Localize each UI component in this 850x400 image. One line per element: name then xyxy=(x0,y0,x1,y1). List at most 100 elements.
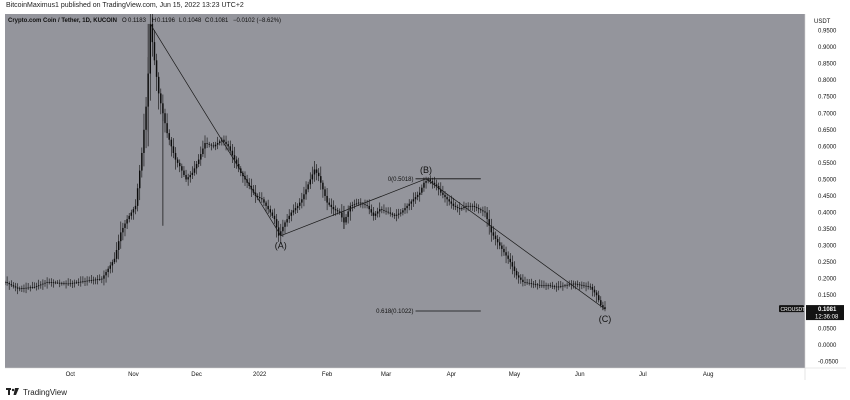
candle-body xyxy=(193,168,196,173)
fib-label: 0.618(0.1022) xyxy=(376,309,413,315)
candle-body xyxy=(59,282,61,284)
candle-body xyxy=(223,139,225,142)
y-tick-label: 0.7500 xyxy=(818,95,837,101)
candle-body xyxy=(347,211,349,217)
candle-body xyxy=(202,148,204,155)
candle-body xyxy=(410,201,413,204)
candle-body xyxy=(111,262,114,266)
ohlc-o-label: O xyxy=(122,18,127,24)
candle-body xyxy=(374,213,377,216)
candle-body xyxy=(37,285,40,287)
candle-body xyxy=(360,202,362,204)
candle-body xyxy=(40,284,42,286)
candle-body xyxy=(366,205,368,206)
candle-body xyxy=(385,210,387,212)
candle-body xyxy=(126,219,128,224)
candle-body xyxy=(75,282,78,284)
candle-body xyxy=(494,235,497,239)
candle-body xyxy=(134,205,137,210)
candle-body xyxy=(227,144,229,147)
y-tick-label: 0.0000 xyxy=(818,343,837,349)
candle-body xyxy=(391,213,394,215)
candle-body xyxy=(332,206,335,210)
candle-body xyxy=(237,163,240,169)
candle-body xyxy=(235,159,238,164)
candle-body xyxy=(501,245,503,249)
candle-body xyxy=(475,206,478,209)
candle-body xyxy=(84,280,86,282)
candle-body xyxy=(25,287,27,289)
candle-body xyxy=(383,210,385,211)
y-tick-label: 0.1500 xyxy=(818,293,837,299)
candle-body xyxy=(357,202,360,204)
candle-body xyxy=(562,285,564,287)
candle-body xyxy=(88,280,90,282)
candle-body xyxy=(206,143,208,144)
candle-body xyxy=(115,250,118,259)
candle-body xyxy=(484,211,486,213)
candle-body xyxy=(200,154,202,160)
candle-body xyxy=(292,210,295,213)
candle-body xyxy=(197,159,200,164)
candle-body xyxy=(522,279,524,282)
time-axis-panel[interactable] xyxy=(5,368,846,380)
candle-body xyxy=(48,281,50,283)
candle-body xyxy=(536,284,539,286)
candle-body xyxy=(397,213,400,215)
candle-body xyxy=(320,176,322,183)
price-tag-countdown: 12:36:08 xyxy=(815,315,839,321)
candle-body xyxy=(27,287,29,289)
candle-body xyxy=(117,241,120,250)
candle-body xyxy=(299,202,301,206)
candle-body xyxy=(86,280,88,282)
candle-body xyxy=(214,144,217,147)
candle-body xyxy=(23,287,25,289)
x-tick-label: Jul xyxy=(639,372,647,378)
y-tick-label: 0.4000 xyxy=(818,211,837,217)
fib-label: 0(0.5018) xyxy=(388,177,414,183)
candle-body xyxy=(19,288,21,290)
candle-body xyxy=(294,208,297,211)
candle-body xyxy=(442,192,444,195)
candle-body xyxy=(94,279,97,281)
price-tag-bg xyxy=(806,305,844,321)
price-chart[interactable]: 0(0.5018) 0.618(0.1022) (A) (B) (C) 0.9500 0… xyxy=(5,14,846,380)
candle-body xyxy=(212,145,215,147)
candle-body xyxy=(414,197,417,200)
candle-body xyxy=(52,282,55,284)
candle-body xyxy=(139,170,141,189)
ohlc-legend: Crypto.com Coin / Tether, 1D, KUCOIN O 0… xyxy=(8,18,281,24)
candle-body xyxy=(14,286,17,288)
candle-body xyxy=(539,284,541,286)
candle-body xyxy=(149,23,151,74)
ohlc-h-label: H xyxy=(152,18,156,24)
candle-body xyxy=(296,205,299,209)
chart-svg[interactable]: 0(0.5018) 0.618(0.1022) (A) (B) (C) 0.9500 0… xyxy=(5,14,846,380)
candle-body xyxy=(591,286,594,290)
candle-body xyxy=(301,199,303,203)
candle-body xyxy=(532,283,535,285)
candle-body xyxy=(275,219,278,228)
y-tick-label: 0.9500 xyxy=(818,29,837,35)
candle-body xyxy=(551,285,554,287)
x-tick-label: Jun xyxy=(575,372,585,378)
candle-body xyxy=(400,212,402,214)
candle-body xyxy=(467,205,469,207)
candle-body xyxy=(132,209,135,213)
candle-body xyxy=(77,281,80,283)
candle-body xyxy=(128,215,130,220)
last-price-tag[interactable]: CROUSDT 0.1081 12:36:08 xyxy=(779,305,844,321)
candle-body xyxy=(547,285,549,287)
elliott-trendline[interactable] xyxy=(149,23,606,310)
candle-body xyxy=(286,219,288,223)
x-tick-label: Aug xyxy=(703,372,714,378)
candle-body xyxy=(153,42,156,61)
y-tick-label: 0.8500 xyxy=(818,62,837,68)
ohlc-l-value: 0.1048 xyxy=(183,18,202,24)
candle-body xyxy=(465,205,467,207)
candle-body xyxy=(155,60,158,77)
candle-body xyxy=(543,285,545,287)
candle-body xyxy=(191,172,194,176)
candle-body xyxy=(315,169,318,173)
candle-body xyxy=(425,181,427,183)
